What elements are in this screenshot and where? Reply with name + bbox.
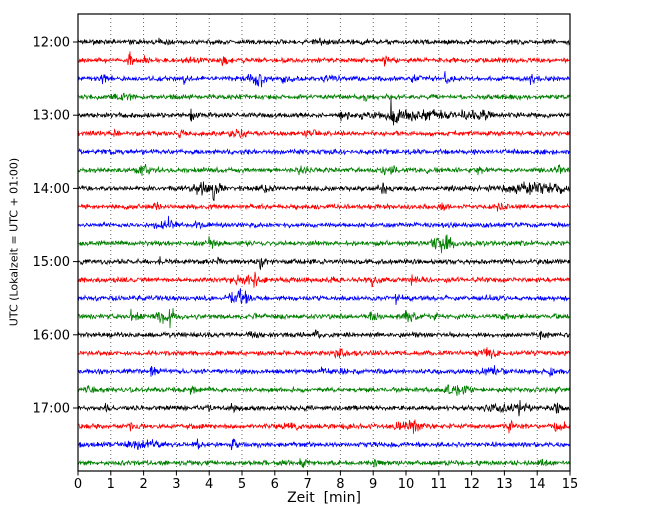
seismic-trace-13:45 <box>78 164 570 176</box>
seismic-trace-14:45 <box>78 234 570 254</box>
y-tick-label: 15:00 <box>33 255 70 270</box>
x-tick-label: 15 <box>562 477 579 492</box>
x-tick-label: 11 <box>431 477 448 492</box>
seismic-trace-17:00 <box>78 400 570 417</box>
seismic-trace-16:15 <box>78 347 570 359</box>
seismic-trace-14:15 <box>78 201 570 212</box>
seismic-trace-13:00 <box>78 97 570 126</box>
seismic-trace-13:30 <box>78 147 570 156</box>
seismic-trace-14:30 <box>78 215 570 230</box>
seismic-trace-17:45 <box>78 458 570 468</box>
x-tick-label: 7 <box>303 477 311 492</box>
seismic-trace-17:30 <box>78 438 570 451</box>
x-axis-label: Zeit [min] <box>287 490 361 506</box>
x-tick-label: 8 <box>336 477 344 492</box>
x-tick-label: 6 <box>271 477 279 492</box>
seismic-trace-13:15 <box>78 128 570 139</box>
seismic-trace-15:45 <box>78 308 570 329</box>
y-tick-label: 14:00 <box>33 182 70 197</box>
seismic-trace-17:15 <box>78 419 570 434</box>
traces <box>78 37 570 468</box>
seismic-trace-16:00 <box>78 329 570 340</box>
x-tick-label: 5 <box>238 477 246 492</box>
seismic-trace-12:15 <box>78 51 570 67</box>
seismic-trace-12:00 <box>78 37 570 46</box>
axes: 0 1 2 3 4 5 6 7 8 9 10 11 12 13 14 1512:0013:0014:0015:… <box>33 13 579 492</box>
x-tick-label: 1 <box>107 477 115 492</box>
seismic-trace-15:00 <box>78 256 570 271</box>
plot-border <box>77 13 571 472</box>
x-tick-label: 3 <box>172 477 180 492</box>
x-tick-label: 12 <box>463 477 480 492</box>
x-tick-label: 13 <box>496 477 513 492</box>
seismic-trace-14:00 <box>78 181 570 202</box>
x-tick-label: 4 <box>205 477 213 492</box>
y-tick-label: 13:00 <box>33 109 70 124</box>
x-tick-label: 10 <box>398 477 415 492</box>
x-tick-label: 0 <box>74 477 82 492</box>
x-tick-label: 9 <box>369 477 377 492</box>
seismic-trace-12:30 <box>78 71 570 88</box>
y-tick-label: 17:00 <box>33 402 70 417</box>
y-tick-label: 16:00 <box>33 328 70 343</box>
seismic-trace-16:45 <box>78 384 570 396</box>
seismic-trace-15:15 <box>78 271 570 288</box>
x-tick-label: 2 <box>139 477 147 492</box>
seismic-trace-15:30 <box>78 288 570 306</box>
seismic-trace-16:30 <box>78 365 570 378</box>
x-tick-label: 14 <box>529 477 546 492</box>
y-tick-label: 12:00 <box>33 36 70 51</box>
seismic-trace-12:45 <box>78 92 570 103</box>
